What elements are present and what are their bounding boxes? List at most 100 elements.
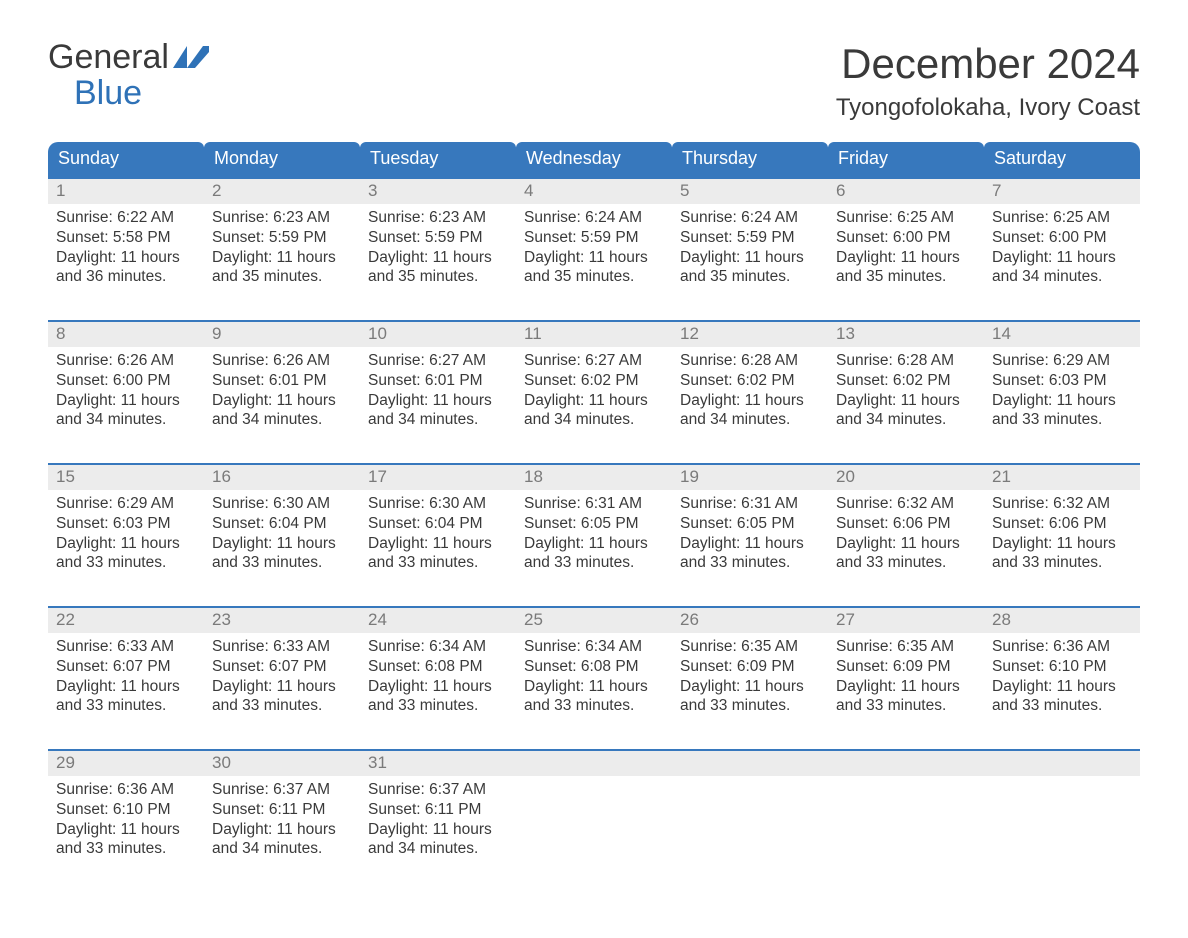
- sunset-line: Sunset: 5:58 PM: [56, 228, 196, 248]
- sunset-line: Sunset: 6:04 PM: [212, 514, 352, 534]
- day-body: Sunrise: 6:30 AMSunset: 6:04 PMDaylight:…: [360, 490, 516, 592]
- sunrise-line: Sunrise: 6:35 AM: [680, 637, 820, 657]
- daylight-line: Daylight: 11 hours and 35 minutes.: [368, 248, 508, 288]
- day-body: Sunrise: 6:29 AMSunset: 6:03 PMDaylight:…: [984, 347, 1140, 449]
- day-body: Sunrise: 6:29 AMSunset: 6:03 PMDaylight:…: [48, 490, 204, 592]
- sunset-line: Sunset: 6:02 PM: [680, 371, 820, 391]
- sunrise-line: Sunrise: 6:34 AM: [524, 637, 664, 657]
- sunrise-line: Sunrise: 6:33 AM: [212, 637, 352, 657]
- sunrise-line: Sunrise: 6:28 AM: [836, 351, 976, 371]
- sunrise-line: Sunrise: 6:34 AM: [368, 637, 508, 657]
- day-cell: 24Sunrise: 6:34 AMSunset: 6:08 PMDayligh…: [360, 608, 516, 735]
- sunset-line: Sunset: 5:59 PM: [368, 228, 508, 248]
- daylight-line: Daylight: 11 hours and 33 minutes.: [680, 534, 820, 574]
- day-body: Sunrise: 6:25 AMSunset: 6:00 PMDaylight:…: [828, 204, 984, 306]
- day-number: [984, 751, 1140, 776]
- daylight-line: Daylight: 11 hours and 33 minutes.: [524, 534, 664, 574]
- daylight-line: Daylight: 11 hours and 35 minutes.: [212, 248, 352, 288]
- day-body: Sunrise: 6:24 AMSunset: 5:59 PMDaylight:…: [672, 204, 828, 306]
- day-cell: [516, 751, 672, 878]
- weeks-container: 1Sunrise: 6:22 AMSunset: 5:58 PMDaylight…: [48, 177, 1140, 878]
- day-cell: 28Sunrise: 6:36 AMSunset: 6:10 PMDayligh…: [984, 608, 1140, 735]
- day-body: Sunrise: 6:27 AMSunset: 6:01 PMDaylight:…: [360, 347, 516, 449]
- day-body: Sunrise: 6:23 AMSunset: 5:59 PMDaylight:…: [360, 204, 516, 306]
- day-body: [516, 776, 672, 878]
- sunset-line: Sunset: 6:08 PM: [524, 657, 664, 677]
- sunset-line: Sunset: 6:10 PM: [56, 800, 196, 820]
- sunrise-line: Sunrise: 6:36 AM: [56, 780, 196, 800]
- day-cell: 30Sunrise: 6:37 AMSunset: 6:11 PMDayligh…: [204, 751, 360, 878]
- day-number: 28: [984, 608, 1140, 633]
- day-cell: 4Sunrise: 6:24 AMSunset: 5:59 PMDaylight…: [516, 179, 672, 306]
- day-cell: 5Sunrise: 6:24 AMSunset: 5:59 PMDaylight…: [672, 179, 828, 306]
- day-body: Sunrise: 6:31 AMSunset: 6:05 PMDaylight:…: [672, 490, 828, 592]
- day-cell: 3Sunrise: 6:23 AMSunset: 5:59 PMDaylight…: [360, 179, 516, 306]
- day-cell: [672, 751, 828, 878]
- day-number: [516, 751, 672, 776]
- day-cell: 11Sunrise: 6:27 AMSunset: 6:02 PMDayligh…: [516, 322, 672, 449]
- daylight-line: Daylight: 11 hours and 33 minutes.: [836, 677, 976, 717]
- sunset-line: Sunset: 6:09 PM: [836, 657, 976, 677]
- day-number: 27: [828, 608, 984, 633]
- sunset-line: Sunset: 6:10 PM: [992, 657, 1132, 677]
- day-body: Sunrise: 6:33 AMSunset: 6:07 PMDaylight:…: [204, 633, 360, 735]
- sunrise-line: Sunrise: 6:28 AM: [680, 351, 820, 371]
- day-header: Friday: [828, 142, 984, 177]
- daylight-line: Daylight: 11 hours and 34 minutes.: [212, 820, 352, 860]
- title-block: December 2024 Tyongofolokaha, Ivory Coas…: [836, 40, 1140, 122]
- daylight-line: Daylight: 11 hours and 33 minutes.: [680, 677, 820, 717]
- daylight-line: Daylight: 11 hours and 33 minutes.: [56, 677, 196, 717]
- daylight-line: Daylight: 11 hours and 33 minutes.: [368, 534, 508, 574]
- day-number: 6: [828, 179, 984, 204]
- day-cell: [984, 751, 1140, 878]
- daylight-line: Daylight: 11 hours and 34 minutes.: [56, 391, 196, 431]
- sunrise-line: Sunrise: 6:24 AM: [680, 208, 820, 228]
- day-header: Saturday: [984, 142, 1140, 177]
- week-row: 1Sunrise: 6:22 AMSunset: 5:58 PMDaylight…: [48, 177, 1140, 306]
- sunrise-line: Sunrise: 6:27 AM: [524, 351, 664, 371]
- day-body: Sunrise: 6:33 AMSunset: 6:07 PMDaylight:…: [48, 633, 204, 735]
- day-body: Sunrise: 6:32 AMSunset: 6:06 PMDaylight:…: [828, 490, 984, 592]
- day-number: 25: [516, 608, 672, 633]
- day-body: Sunrise: 6:30 AMSunset: 6:04 PMDaylight:…: [204, 490, 360, 592]
- day-number: 22: [48, 608, 204, 633]
- daylight-line: Daylight: 11 hours and 34 minutes.: [992, 248, 1132, 288]
- day-cell: 12Sunrise: 6:28 AMSunset: 6:02 PMDayligh…: [672, 322, 828, 449]
- week-row: 8Sunrise: 6:26 AMSunset: 6:00 PMDaylight…: [48, 320, 1140, 449]
- daylight-line: Daylight: 11 hours and 33 minutes.: [212, 534, 352, 574]
- day-number: 8: [48, 322, 204, 347]
- day-cell: 17Sunrise: 6:30 AMSunset: 6:04 PMDayligh…: [360, 465, 516, 592]
- day-body: Sunrise: 6:36 AMSunset: 6:10 PMDaylight:…: [984, 633, 1140, 735]
- sunrise-line: Sunrise: 6:31 AM: [680, 494, 820, 514]
- day-number: 4: [516, 179, 672, 204]
- day-body: Sunrise: 6:28 AMSunset: 6:02 PMDaylight:…: [672, 347, 828, 449]
- sunrise-line: Sunrise: 6:37 AM: [368, 780, 508, 800]
- page: General Blue December 2024 Tyongofolokah…: [0, 0, 1188, 938]
- month-title: December 2024: [836, 40, 1140, 88]
- day-number: 14: [984, 322, 1140, 347]
- day-cell: 22Sunrise: 6:33 AMSunset: 6:07 PMDayligh…: [48, 608, 204, 735]
- day-body: Sunrise: 6:24 AMSunset: 5:59 PMDaylight:…: [516, 204, 672, 306]
- day-number: 10: [360, 322, 516, 347]
- daylight-line: Daylight: 11 hours and 35 minutes.: [836, 248, 976, 288]
- sunset-line: Sunset: 5:59 PM: [680, 228, 820, 248]
- sunrise-line: Sunrise: 6:25 AM: [992, 208, 1132, 228]
- sunrise-line: Sunrise: 6:29 AM: [56, 494, 196, 514]
- daylight-line: Daylight: 11 hours and 35 minutes.: [524, 248, 664, 288]
- day-number: 2: [204, 179, 360, 204]
- day-number: 20: [828, 465, 984, 490]
- sunset-line: Sunset: 6:01 PM: [368, 371, 508, 391]
- sunset-line: Sunset: 6:08 PM: [368, 657, 508, 677]
- location: Tyongofolokaha, Ivory Coast: [836, 94, 1140, 122]
- day-header: Tuesday: [360, 142, 516, 177]
- sunset-line: Sunset: 6:09 PM: [680, 657, 820, 677]
- sunset-line: Sunset: 6:03 PM: [56, 514, 196, 534]
- day-number: 13: [828, 322, 984, 347]
- daylight-line: Daylight: 11 hours and 33 minutes.: [992, 391, 1132, 431]
- day-cell: 20Sunrise: 6:32 AMSunset: 6:06 PMDayligh…: [828, 465, 984, 592]
- day-body: Sunrise: 6:25 AMSunset: 6:00 PMDaylight:…: [984, 204, 1140, 306]
- day-body: Sunrise: 6:35 AMSunset: 6:09 PMDaylight:…: [672, 633, 828, 735]
- day-number: 5: [672, 179, 828, 204]
- sunset-line: Sunset: 6:11 PM: [212, 800, 352, 820]
- day-cell: 13Sunrise: 6:28 AMSunset: 6:02 PMDayligh…: [828, 322, 984, 449]
